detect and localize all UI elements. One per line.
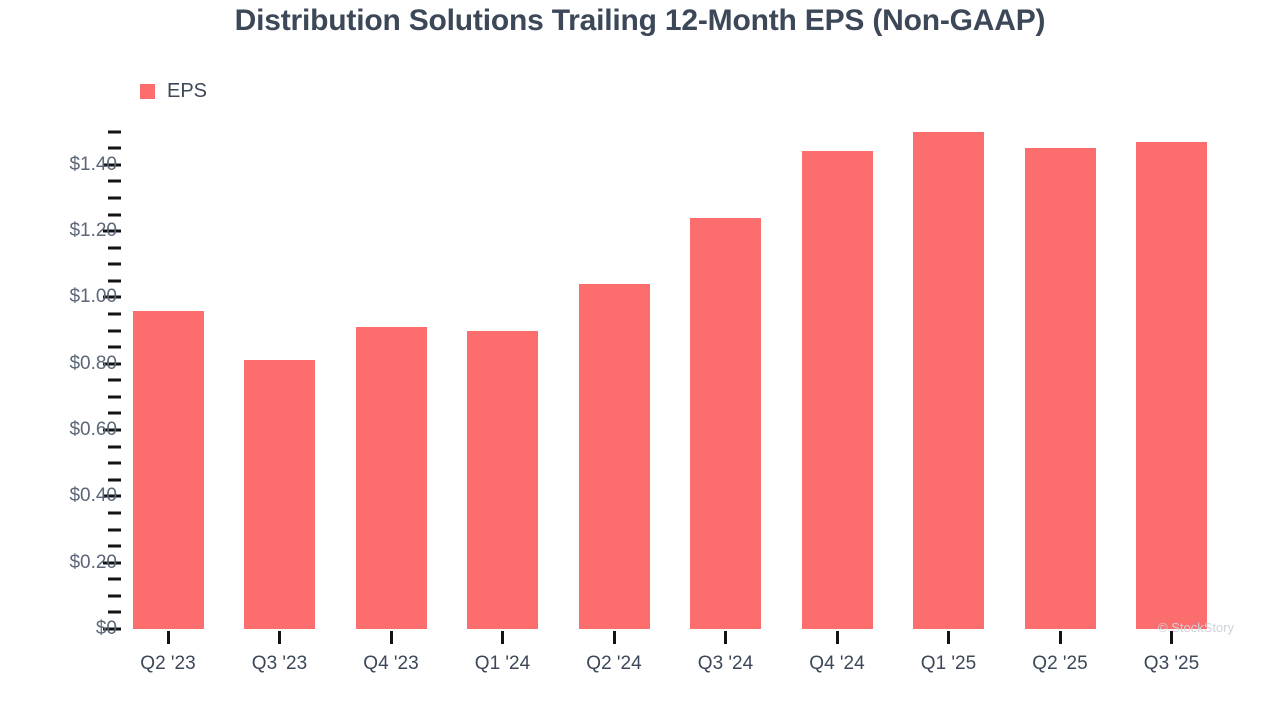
y-axis-tick-minor — [108, 378, 121, 382]
y-axis-tick-minor — [108, 130, 121, 134]
x-axis-tick — [1058, 631, 1062, 644]
x-axis-tick-label: Q3 '23 — [251, 653, 308, 674]
x-axis-tick — [1170, 631, 1173, 644]
x-axis-tick — [501, 631, 504, 644]
y-axis-tick-minor — [108, 478, 121, 482]
y-axis-tick-minor — [108, 411, 121, 415]
x-axis-tick — [835, 631, 839, 644]
y-axis-tick-major — [103, 362, 121, 366]
bar-q224[interactable] — [578, 284, 650, 629]
x-axis-tick-label: Q1 '25 — [920, 653, 977, 674]
x-axis-tick — [278, 631, 281, 644]
x-axis-tick-label: Q2 '25 — [1032, 653, 1088, 674]
bar-q424[interactable] — [801, 151, 873, 629]
x-axis-tick — [166, 631, 170, 644]
y-axis-tick-minor — [108, 461, 121, 465]
legend-label-eps: EPS — [167, 80, 208, 102]
chart-legend: EPS — [140, 80, 207, 103]
y-axis-tick-minor — [108, 146, 121, 150]
y-axis-tick-minor — [108, 213, 121, 216]
x-axis-tick-label: Q3 '25 — [1143, 653, 1200, 674]
watermark: © StockStory — [1158, 620, 1235, 635]
bar-q223[interactable] — [132, 310, 204, 629]
y-axis-tick-major — [103, 229, 121, 233]
x-axis-tick — [612, 631, 616, 644]
chart-title: Distribution Solutions Trailing 12-Month… — [234, 4, 1046, 37]
x-axis-tick-label: Q2 '24 — [586, 653, 642, 674]
x-axis-tick — [724, 631, 727, 644]
x-axis-tick-label: Q3 '24 — [697, 653, 754, 674]
y-axis-tick-label: $0 — [95, 618, 117, 639]
x-axis-tick — [947, 631, 950, 644]
bar-q125[interactable] — [913, 131, 984, 629]
x-axis-tick — [389, 631, 393, 644]
y-axis-tick-major — [103, 561, 121, 565]
bar-q423[interactable] — [355, 327, 427, 629]
legend-swatch-eps — [140, 84, 155, 99]
y-axis-tick-major — [103, 494, 121, 498]
y-axis-tick-label: $1.20 — [69, 220, 117, 242]
y-axis-tick-minor — [108, 511, 121, 515]
y-axis-tick-minor — [108, 544, 121, 548]
y-axis-tick-label: $1.40 — [69, 153, 117, 175]
y-axis-tick-major — [103, 627, 121, 631]
bar-q225[interactable] — [1024, 148, 1096, 629]
y-axis-tick-minor — [108, 594, 121, 598]
y-axis-tick-minor — [108, 279, 121, 283]
x-axis-tick-label: Q2 '23 — [140, 653, 196, 674]
y-axis-tick-minor — [108, 179, 121, 183]
y-axis-tick-label: $0.20 — [69, 551, 117, 573]
y-axis-tick-minor — [108, 445, 121, 449]
y-axis-tick-major — [103, 295, 121, 299]
y-axis-tick-minor — [108, 312, 121, 316]
x-axis-tick-label: Q4 '23 — [363, 653, 419, 674]
x-axis-tick-label: Q1 '24 — [474, 653, 531, 674]
bar-q325[interactable] — [1136, 141, 1207, 629]
y-axis-tick-minor — [108, 395, 121, 399]
y-axis-tick-minor — [108, 196, 121, 200]
y-axis-tick-label: $0.80 — [69, 352, 117, 374]
y-axis-tick-major — [103, 428, 121, 432]
y-axis-tick-minor — [108, 329, 121, 333]
bar-q124[interactable] — [467, 330, 538, 629]
y-axis-tick-minor — [108, 262, 121, 266]
y-axis-tick-label: $0.40 — [69, 485, 117, 507]
bar-q323[interactable] — [244, 360, 315, 629]
y-axis-tick-label: $1.00 — [69, 286, 117, 308]
y-axis-tick-minor — [108, 345, 121, 349]
y-axis-tick-major — [103, 163, 121, 167]
y-axis-tick-minor — [108, 577, 121, 581]
y-axis-tick-label: $0.60 — [69, 419, 117, 441]
y-axis-tick-minor — [108, 610, 121, 614]
bar-q324[interactable] — [690, 217, 761, 629]
x-axis-tick-label: Q4 '24 — [809, 653, 865, 674]
y-axis-tick-minor — [108, 528, 121, 532]
y-axis-tick-minor — [108, 246, 121, 250]
